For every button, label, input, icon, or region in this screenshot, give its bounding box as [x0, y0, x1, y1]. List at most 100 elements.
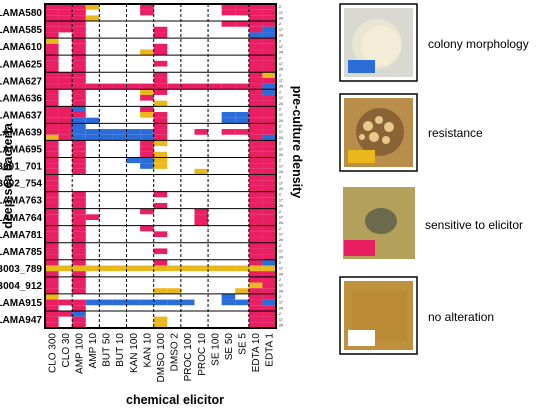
- heatmap-cell: [58, 310, 73, 317]
- heatmap-cell: [248, 310, 263, 317]
- heatmap-cell: [112, 134, 127, 141]
- heatmap-cell: [262, 134, 276, 141]
- heatmap-cell: [153, 265, 168, 272]
- heatmap-cell: [262, 140, 276, 147]
- heatmap-cell: [58, 265, 73, 272]
- heatmap-cell: [153, 83, 168, 90]
- row-label: B003_789: [0, 264, 42, 275]
- heatmap-cell: [72, 72, 86, 78]
- heatmap-cell: [72, 168, 86, 175]
- heatmap-cell: [140, 146, 154, 152]
- heatmap-cell: [262, 168, 276, 175]
- heatmap-cell: [248, 72, 263, 78]
- density-label: 24: [279, 187, 283, 191]
- heatmap-cell: [262, 146, 276, 152]
- heatmap-cell: [153, 26, 168, 33]
- heatmap-cell: [248, 134, 263, 141]
- heatmap-cell: [140, 157, 154, 164]
- heatmap-cell: [99, 129, 113, 135]
- column-label: AMP 10: [88, 333, 99, 369]
- heatmap-cell: [45, 117, 59, 124]
- heatmap-cell: [153, 299, 168, 306]
- heatmap-cell: [248, 288, 263, 294]
- heatmap-cell: [85, 83, 100, 90]
- density-label: 17: [279, 318, 283, 322]
- heatmap-cell: [235, 4, 249, 10]
- heatmap-cell: [72, 197, 86, 203]
- heatmap-cell: [45, 100, 59, 107]
- heatmap-cell: [262, 26, 276, 33]
- heatmap-cell: [248, 157, 263, 164]
- heatmap-cell: [45, 305, 59, 311]
- heatmap-cell: [58, 77, 73, 84]
- heatmap-cell: [45, 123, 59, 130]
- heatmap-cell: [45, 202, 59, 209]
- row-label: LAMA785: [0, 247, 42, 258]
- heatmap-cell: [85, 15, 100, 22]
- heatmap-cell: [153, 134, 168, 141]
- heatmap-labels: LAMA580 LAMA585 LAMA610 LAMA625 LAMA627 LAMA6…: [0, 5, 283, 382]
- heatmap-cell: [72, 26, 86, 33]
- heatmap-cell: [262, 94, 276, 101]
- heatmap-cell: [45, 151, 59, 158]
- heatmap-cell: [248, 208, 263, 215]
- density-label: 17: [279, 147, 283, 151]
- heatmap-cell: [262, 322, 276, 328]
- heatmap-cell: [45, 231, 59, 238]
- heatmap-cell: [72, 225, 86, 232]
- heatmap-cell: [72, 112, 86, 118]
- legend-sensitive-photo: [343, 187, 415, 259]
- heatmap-cell: [58, 134, 73, 141]
- heatmap-cell: [262, 15, 276, 22]
- heatmap-cell: [58, 129, 73, 135]
- legend-label-sensitive: sensitive to elicitor: [425, 218, 523, 232]
- heatmap-cell: [221, 83, 236, 90]
- heatmap-cell: [262, 248, 276, 255]
- density-label: 2: [279, 22, 281, 26]
- density-label: 2: [279, 278, 281, 282]
- legend-label-morphology: colony morphology: [428, 37, 529, 51]
- heatmap-cell: [153, 123, 168, 130]
- heatmap-cell: [262, 254, 276, 260]
- heatmap-cell: [194, 220, 209, 226]
- heatmap-cell: [140, 265, 154, 272]
- row-label: B001_701: [0, 162, 42, 173]
- heatmap-cell: [262, 21, 276, 27]
- heatmap-cell: [58, 72, 73, 78]
- heatmap-cell: [248, 185, 263, 192]
- heatmap-cell: [153, 129, 168, 135]
- heatmap-cell: [45, 129, 59, 135]
- heatmap-cell: [45, 259, 59, 266]
- density-label: 24: [279, 255, 283, 259]
- heatmap-cell: [72, 94, 86, 101]
- heatmap-cell: [99, 134, 113, 141]
- heatmap-cell: [248, 129, 263, 135]
- heatmap-cell: [45, 197, 59, 203]
- density-label: 17: [279, 62, 283, 66]
- density-label: 17: [279, 215, 283, 219]
- column-label: CLO 300: [47, 333, 58, 373]
- heatmap-cell: [248, 293, 263, 300]
- heatmap-cell: [45, 316, 59, 323]
- heatmap-cell: [72, 231, 86, 238]
- heatmap-cell: [99, 299, 113, 306]
- heatmap-cell: [248, 242, 263, 249]
- density-label: 24: [279, 221, 283, 225]
- heatmap-cell: [140, 49, 154, 56]
- heatmap-cell: [153, 112, 168, 118]
- legend-colony-morphology-photo: [339, 3, 418, 82]
- heatmap-cell: [221, 265, 236, 272]
- heatmap-cell: [262, 106, 276, 112]
- heatmap-cell: [262, 117, 276, 124]
- heatmap-cell: [58, 117, 73, 124]
- heatmap-cell: [262, 32, 276, 39]
- heatmap-cell: [248, 38, 263, 44]
- heatmap-cell: [262, 185, 276, 192]
- heatmap-cell: [248, 214, 263, 220]
- density-label: 2: [279, 159, 281, 163]
- heatmap-cell: [262, 242, 276, 249]
- heatmap-cell: [45, 21, 59, 27]
- heatmap-cell: [221, 299, 236, 306]
- density-label: 24: [279, 153, 283, 157]
- heatmap-cell: [72, 208, 86, 215]
